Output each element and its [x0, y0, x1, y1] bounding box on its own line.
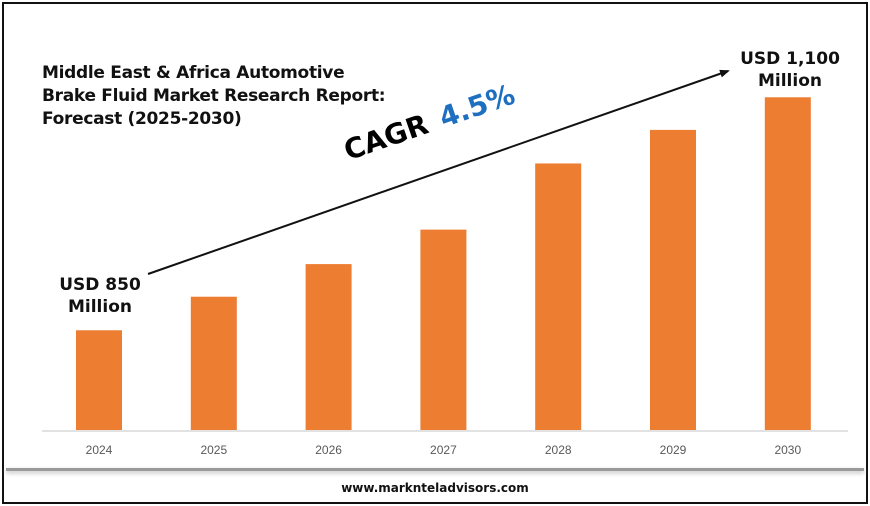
x-tick-label: 2027 [430, 443, 457, 457]
x-tick-label: 2030 [774, 443, 801, 457]
end-value-label: USD 1,100 Million [738, 48, 842, 92]
bar-2026 [305, 264, 352, 430]
x-tick-label: 2026 [315, 443, 342, 457]
end-value-line2: Million [757, 71, 822, 91]
x-tick-label: 2028 [545, 443, 572, 457]
chart-title: Middle East & Africa Automotive Brake Fl… [42, 63, 386, 129]
bar-2025 [190, 296, 237, 430]
bar-2029 [650, 129, 696, 430]
x-tick-label: 2029 [660, 443, 687, 457]
growth-arrow [147, 69, 730, 275]
bar-2024 [76, 330, 122, 430]
bar-2030 [764, 97, 811, 430]
footer-url: www.marknteladvisors.com [341, 481, 529, 495]
bar-2028 [535, 163, 582, 430]
bar-2027 [420, 229, 467, 430]
end-value-line1: USD 1,100 [740, 49, 840, 69]
start-value-label: USD 850 Million [58, 274, 142, 318]
x-tick-label: 2025 [200, 443, 227, 457]
start-value-line1: USD 850 [59, 275, 141, 295]
footer-divider [6, 468, 864, 471]
start-value-line2: Million [67, 297, 132, 317]
x-tick-label: 2024 [86, 443, 113, 457]
